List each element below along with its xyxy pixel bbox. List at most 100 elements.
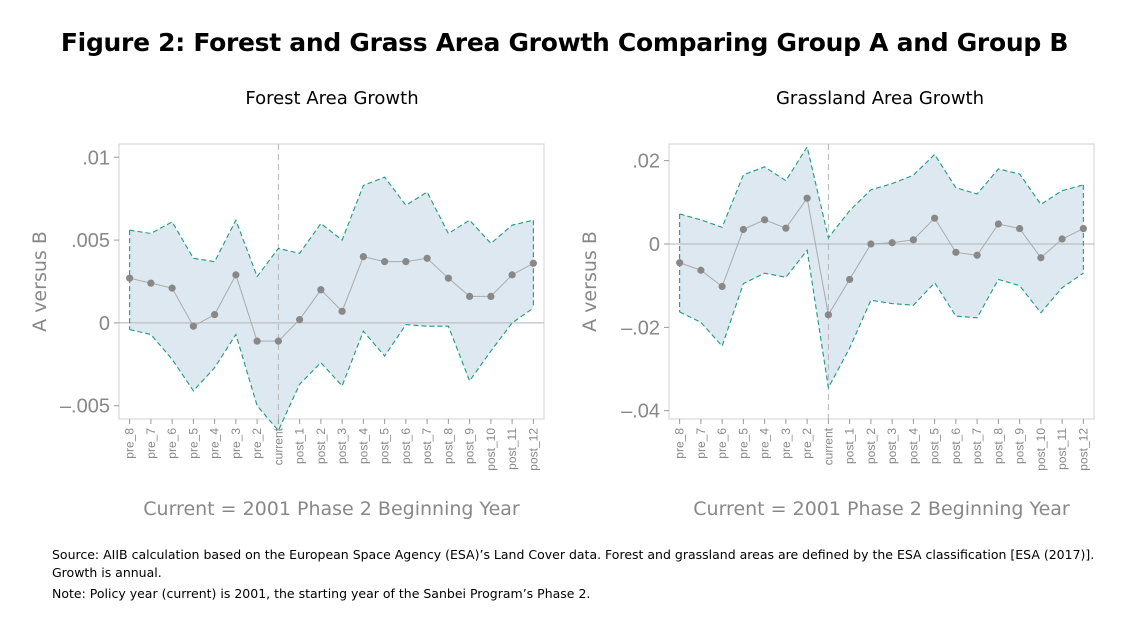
x-tick-label: post_1 (843, 428, 857, 464)
x-tick-label: pre_8 (123, 428, 137, 459)
y-tick-label: 0 (649, 234, 660, 256)
x-tick-label: pre_8 (673, 428, 687, 459)
y-tick-label: –.005 (60, 396, 110, 418)
estimate-point (1037, 254, 1045, 262)
estimate-point (1079, 224, 1087, 233)
estimate-point (1016, 224, 1024, 233)
x-tick-label: post_4 (356, 428, 370, 464)
x-tick-label: post_7 (970, 428, 984, 464)
x-tick-label: post_6 (949, 428, 963, 464)
estimate-point (718, 282, 726, 291)
x-tick-label: post_10 (1034, 428, 1048, 471)
x-tick-label: post_1 (293, 428, 307, 464)
x-tick-label: post_3 (885, 428, 899, 464)
y-axis-title: A versus B (579, 231, 601, 332)
estimate-point (973, 251, 981, 259)
x-tick-label: pre_4 (208, 428, 222, 459)
estimate-point (359, 253, 367, 261)
estimate-point (508, 271, 516, 279)
estimate-point (994, 220, 1002, 228)
estimate-point (697, 266, 705, 274)
estimate-point (274, 337, 282, 345)
estimate-point (317, 286, 325, 294)
x-tick-label: post_8 (991, 428, 1005, 464)
confidence-band (679, 146, 1084, 388)
x-tick-label: pre_5 (736, 428, 750, 459)
policy-note: Note: Policy year (current) is 2001, the… (52, 586, 591, 601)
estimate-point (931, 214, 939, 222)
x-tick-label: post_10 (484, 428, 498, 471)
y-tick-label: .01 (82, 147, 110, 169)
lower-ci-line (129, 307, 534, 432)
x-axis-title: Current = 2001 Phase 2 Beginning Year (693, 498, 1070, 520)
estimate-point (168, 284, 176, 292)
x-tick-label: post_2 (314, 428, 328, 464)
estimate-point (888, 239, 896, 247)
estimate-point (952, 248, 960, 256)
y-tick-label: –.04 (621, 401, 660, 423)
x-tick-label: pre_3 (779, 428, 793, 459)
forest-growth-chart: –.005 0 .005 .01 pre_8 pre_7 pre_6 pre_5 pre_4 pr… (29, 143, 545, 520)
estimate-point (402, 258, 410, 266)
estimate-point (211, 311, 219, 319)
x-tick-label: post_12 (1076, 428, 1090, 471)
estimate-point (189, 322, 197, 330)
x-tick-label: pre_5 (186, 428, 200, 459)
x-tick-label: pre_4 (758, 428, 772, 459)
x-tick-label: post_6 (399, 428, 413, 464)
x-tick-label: post_3 (335, 428, 349, 464)
estimate-point (296, 316, 304, 324)
estimate-point (846, 275, 854, 284)
x-tick-label: post_9 (463, 428, 477, 464)
upper-ci-line (129, 176, 534, 278)
x-tick-label: post_4 (906, 428, 920, 464)
x-tick-label: pre_3 (229, 428, 243, 459)
x-tick-label: post_7 (420, 428, 434, 464)
x-tick-label: post_2 (864, 428, 878, 464)
y-axis-title: A versus B (29, 231, 51, 332)
x-axis-title: Current = 2001 Phase 2 Beginning Year (143, 498, 520, 520)
estimate-point (909, 236, 917, 244)
forest-panel-title: Forest Area Growth (245, 88, 419, 109)
x-tick-label: current (821, 427, 835, 465)
x-tick-label: post_8 (441, 428, 455, 464)
estimate-point (529, 259, 537, 267)
estimate-point (444, 274, 452, 282)
x-tick-label: pre_7 (144, 428, 158, 459)
estimate-point (676, 259, 684, 267)
estimate-line (129, 256, 534, 342)
estimate-point (803, 194, 811, 202)
estimate-point (1058, 235, 1066, 243)
x-tick-label: post_5 (378, 428, 392, 464)
estimate-point (466, 292, 474, 301)
estimate-point (381, 258, 389, 266)
x-tick-label: post_12 (526, 428, 540, 471)
estimate-point (232, 271, 240, 279)
estimate-point (487, 292, 495, 301)
y-tick-label: .02 (632, 151, 660, 173)
y-tick-label: .005 (71, 230, 110, 252)
estimate-point (253, 337, 261, 345)
x-tick-label: post_9 (1013, 428, 1027, 464)
confidence-band (129, 177, 534, 431)
estimate-point (423, 254, 431, 262)
estimate-point (824, 311, 832, 319)
estimate-line (679, 196, 1084, 317)
x-tick-label: pre_7 (694, 428, 708, 459)
y-tick-label: –.02 (621, 317, 660, 339)
estimate-point (761, 216, 769, 224)
x-tick-label: post_5 (928, 428, 942, 464)
estimate-point (126, 274, 134, 282)
estimate-point (338, 307, 346, 315)
estimate-point (867, 240, 875, 248)
figure-title: Figure 2: Forest and Grass Area Growth C… (60, 28, 1069, 57)
estimate-point (147, 279, 155, 287)
y-tick-label: 0 (99, 313, 110, 335)
x-tick-label: pre_2 (250, 428, 264, 459)
x-tick-label: current (271, 427, 285, 465)
x-tick-label: post_11 (1055, 428, 1069, 470)
grassland-panel-title: Grassland Area Growth (775, 88, 985, 109)
x-tick-label: pre_6 (165, 428, 179, 459)
source-note: Source: AIIB calculation based on the Eu… (52, 547, 1095, 580)
estimate-point (739, 225, 747, 234)
